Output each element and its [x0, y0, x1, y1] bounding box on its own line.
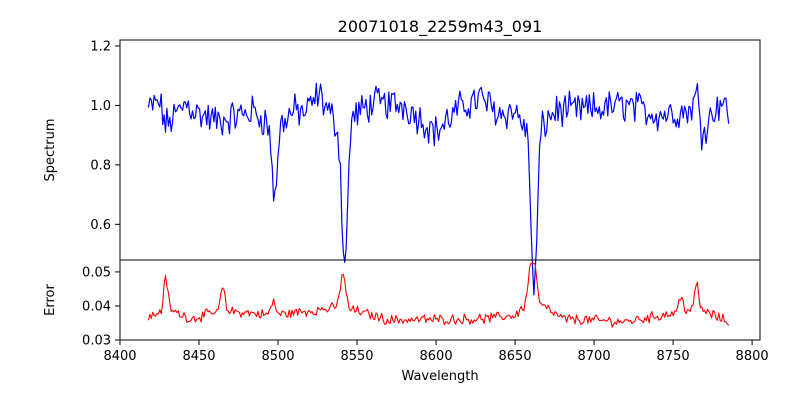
error-axes-frame	[119, 259, 761, 341]
x-tick-label: 8650	[499, 349, 532, 364]
error-y-axis-label: Error	[43, 284, 58, 316]
error-panel: 0.03 0.04 0.05 Error	[43, 259, 761, 349]
x-tick-label: 8600	[420, 349, 453, 364]
spectrum-y-axis-label: Spectrum	[43, 119, 58, 182]
error-y-tick-label: 0.05	[82, 265, 111, 280]
x-tick-label: 8450	[182, 349, 215, 364]
error-y-ticks: 0.03 0.04 0.05	[82, 265, 120, 349]
spectrum-y-tick-label: 1.0	[90, 99, 111, 114]
error-series-line	[147, 262, 730, 328]
spectrum-y-ticks: 0.6 0.8 1.0 1.2	[90, 39, 120, 233]
x-tick-label: 8550	[340, 349, 373, 364]
x-tick-label: 8800	[736, 349, 769, 364]
x-tick-label: 8400	[103, 349, 136, 364]
spectrum-series-line	[147, 82, 730, 296]
spectrum-y-tick-label: 0.6	[90, 218, 111, 233]
spectrum-y-tick-label: 0.8	[90, 158, 111, 173]
spectrum-axes-frame	[119, 39, 761, 261]
error-y-tick-label: 0.03	[82, 334, 111, 349]
x-tick-label: 8750	[657, 349, 690, 364]
x-axis-label: Wavelength	[401, 369, 478, 384]
spectrum-y-tick-label: 1.2	[90, 39, 111, 54]
error-y-tick-label: 0.04	[82, 299, 111, 314]
spectrum-panel: 0.6 0.8 1.0 1.2 Spectrum	[43, 39, 761, 296]
x-axis-ticks: 8400 8450 8500 8550 8600 8650 8700 8750 8800	[103, 340, 769, 364]
x-tick-label: 8700	[578, 349, 611, 364]
x-tick-label: 8500	[261, 349, 294, 364]
chart-title: 20071018_2259m43_091	[338, 17, 543, 37]
